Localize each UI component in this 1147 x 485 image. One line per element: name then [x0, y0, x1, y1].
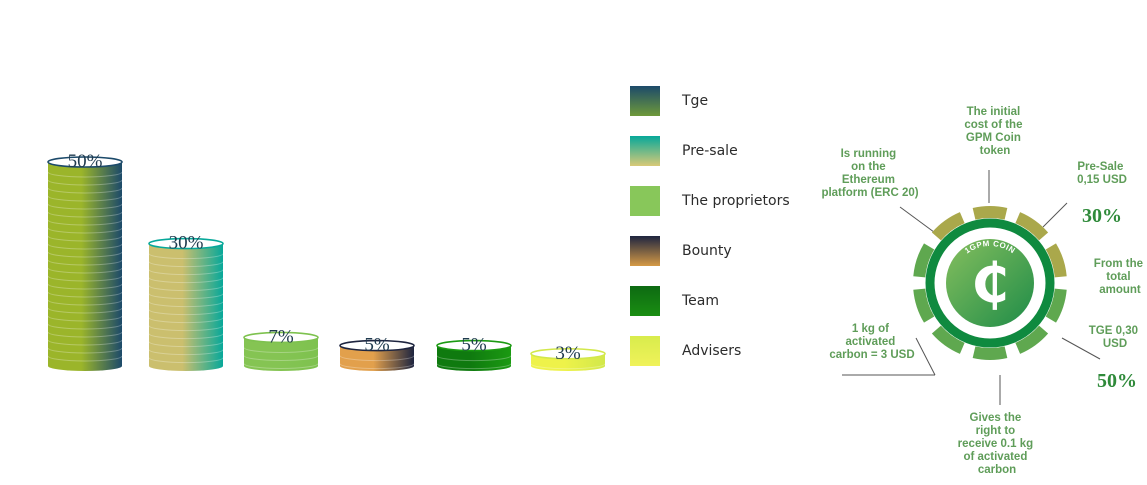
- legend-label: Team: [682, 293, 720, 309]
- bar-coin-lines: [530, 363, 606, 370]
- bar-top-bounty: [339, 339, 415, 352]
- annotation-top-left: Is running on the Ethereum platform (ERC…: [821, 148, 918, 199]
- data-label-proprietors: 7%: [268, 326, 294, 347]
- ring-segment: [913, 288, 935, 323]
- legend-item-team: Team: [630, 286, 719, 316]
- ring-segment: [1045, 288, 1067, 323]
- bar-coin-lines: [339, 355, 415, 370]
- annotation-bottom: Gives the right to receive 0.1 kg of act…: [958, 412, 1037, 476]
- ring-segment: [1015, 212, 1049, 241]
- ring-segment: [972, 346, 1008, 360]
- pct-label-top: 30%: [1082, 205, 1122, 227]
- annotation-right-lower: TGE 0,30 USD: [1089, 325, 1141, 350]
- legend-label: Pre-sale: [682, 143, 738, 159]
- legend-label: Advisers: [682, 343, 742, 359]
- connector-lines: [842, 170, 1101, 405]
- legend-swatch-team: [630, 286, 660, 316]
- ring-segment: [1045, 243, 1067, 278]
- ring-segment: [1015, 325, 1049, 354]
- legend-item-bounty: Bounty: [630, 236, 732, 266]
- ring-segment: [931, 325, 965, 354]
- legend-item-tge: Tge: [630, 86, 708, 116]
- data-label-advisers: 3%: [555, 343, 581, 364]
- legend-swatch-tge: [630, 86, 660, 116]
- annotation-top: The initial cost of the GPM Coin token: [964, 106, 1025, 157]
- bar-coin-lines: [47, 171, 123, 362]
- bar-coin-lines: [436, 355, 512, 370]
- ring-segments: [913, 206, 1067, 360]
- data-label-pre-sale: 30%: [169, 233, 204, 254]
- bar-team: [437, 345, 511, 371]
- bar-coin-lines: [148, 253, 224, 364]
- legend-swatch-pre-sale: [630, 136, 660, 166]
- ring-segment: [931, 212, 965, 241]
- legend-label: The proprietors: [682, 193, 790, 209]
- data-label-bounty: 5%: [364, 335, 390, 356]
- bar-pre-sale: [149, 243, 223, 371]
- ring-segment: [913, 243, 935, 278]
- legend-label: Tge: [682, 93, 709, 109]
- connector-left: [915, 337, 936, 376]
- connector-top-right: [1042, 202, 1068, 228]
- annotation-top-right: Pre-Sale 0,15 USD: [1077, 161, 1127, 186]
- bar-top-team: [436, 339, 512, 352]
- connector-right: [1061, 337, 1101, 360]
- annotation-left-lower: 1 kg of activated carbon = 3 USD: [829, 323, 914, 361]
- bar-bounty: [340, 345, 414, 371]
- legend-item-pre-sale: Pre-sale: [630, 136, 738, 166]
- data-label-tge: 50%: [68, 151, 103, 172]
- legend-item-proprietors: The proprietors: [630, 186, 790, 216]
- annotation-right: From the total amount: [1094, 258, 1146, 296]
- data-label-team: 5%: [461, 335, 487, 356]
- legend-item-advisers: Advisers: [630, 336, 741, 366]
- pct-label-bottom: 50%: [1097, 370, 1137, 392]
- coin-symbol-icon: ₵: [971, 252, 1009, 315]
- legend-swatch-proprietors: [630, 186, 660, 216]
- ring-segment: [972, 206, 1008, 220]
- bar-tge: [48, 162, 122, 371]
- legend-label: Bounty: [682, 243, 732, 259]
- legend-swatch-bounty: [630, 236, 660, 266]
- coin-center: [946, 239, 1034, 327]
- connector-top-left: [899, 206, 939, 236]
- bar-top-pre-sale: [148, 237, 224, 250]
- bar-coin-lines: [243, 347, 319, 369]
- bar-top-tge: [47, 156, 123, 168]
- bar-chart: 50% 30% 7% 5% 5% 3%: [47, 151, 606, 371]
- bar-top-advisers: [530, 347, 606, 360]
- bar-top-proprietors: [243, 331, 319, 344]
- bar-proprietors: [244, 337, 318, 371]
- legend-swatch-advisers: [630, 336, 660, 366]
- coin-infographic: 1GPM COIN ₵ The initial cost of the GPM …: [821, 106, 1146, 476]
